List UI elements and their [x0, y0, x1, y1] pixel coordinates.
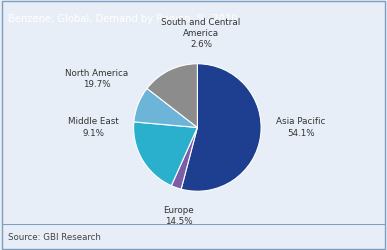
- Wedge shape: [171, 128, 197, 189]
- Text: Source: GBI Research: Source: GBI Research: [8, 233, 101, 242]
- Wedge shape: [134, 122, 197, 186]
- Text: Middle East
9.1%: Middle East 9.1%: [68, 118, 119, 138]
- Wedge shape: [147, 64, 197, 128]
- Wedge shape: [134, 88, 197, 128]
- Text: Europe
14.5%: Europe 14.5%: [163, 206, 194, 226]
- Wedge shape: [181, 64, 261, 191]
- Text: Asia Pacific
54.1%: Asia Pacific 54.1%: [276, 118, 325, 138]
- Text: South and Central
America
2.6%: South and Central America 2.6%: [161, 18, 241, 49]
- Text: North America
19.7%: North America 19.7%: [65, 69, 128, 89]
- Text: Benzene, Global, Demand by Region, %, 2010: Benzene, Global, Demand by Region, %, 20…: [8, 14, 237, 24]
